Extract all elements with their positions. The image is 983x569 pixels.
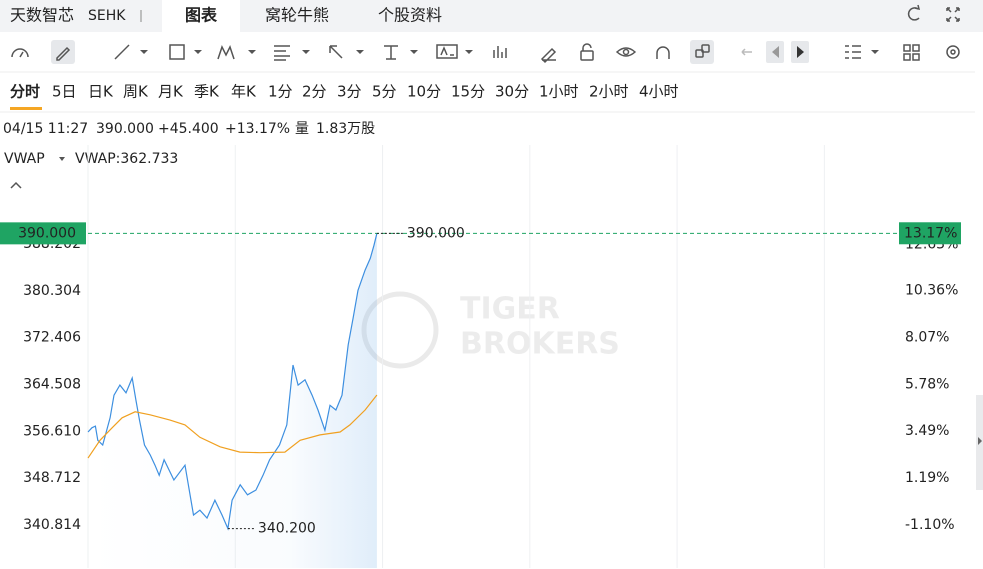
y2-tick-label: -1.10% xyxy=(905,517,955,533)
quote-line: 04/15 11:27 390.000 +45.400 +13.17% 量 1.… xyxy=(3,121,375,137)
indicator-value: VWAP:362.733 xyxy=(75,151,178,167)
y-tick-label: 372.406 xyxy=(23,330,81,346)
tool-link[interactable] xyxy=(695,44,710,58)
period-bar: 分时 5日 日K 周K 月K 季K 年K 1分 2分 3分 5分 10分 15分 30分 1小时 2小时 4小时 xyxy=(10,83,679,110)
y2-tick-label: 5.78% xyxy=(905,376,949,392)
y-tick-label: 340.814 xyxy=(23,517,81,533)
y2-tick-label: 1.19% xyxy=(905,470,949,486)
watermark-text: BROKERS xyxy=(460,327,620,362)
tool-eraser[interactable] xyxy=(540,47,557,64)
y-tick-label: 364.508 xyxy=(23,376,81,392)
period-option[interactable]: 日K xyxy=(88,83,114,101)
toolbar xyxy=(11,40,960,64)
market: SEHK xyxy=(88,8,126,24)
period-option[interactable]: 2分 xyxy=(302,83,327,101)
tool-grid[interactable] xyxy=(903,44,920,61)
annotation: 390.000 xyxy=(407,225,465,241)
y2-tick-label: 10.36% xyxy=(905,283,958,299)
volume-label: 量 xyxy=(295,121,309,137)
period-option[interactable]: 1小时 xyxy=(539,83,579,101)
watermark: TIGER BROKERS xyxy=(361,291,620,369)
quote-price: 390.000 xyxy=(96,121,154,137)
tool-gauge[interactable] xyxy=(11,48,29,58)
watermark-text: TIGER xyxy=(460,292,560,327)
indicator-name: VWAP xyxy=(4,151,45,167)
tool-magnet[interactable] xyxy=(656,46,670,59)
tool-bars[interactable] xyxy=(493,46,507,58)
pct-tag-bg xyxy=(899,222,961,245)
quote-time: 04/15 11:27 xyxy=(3,121,88,137)
tool-eye[interactable] xyxy=(615,47,637,57)
price-tag: 390.000 xyxy=(18,225,76,241)
active-tab-bg xyxy=(162,0,240,32)
period-underline xyxy=(10,107,42,110)
price-line xyxy=(87,233,378,531)
quote-change: +45.400 xyxy=(158,121,219,137)
refresh-icon[interactable] xyxy=(907,4,921,21)
tool-back[interactable] xyxy=(741,48,752,56)
scroll-arrow[interactable] xyxy=(978,437,982,445)
y2-tick-label: 8.07% xyxy=(905,329,949,345)
period-option[interactable]: 4小时 xyxy=(639,83,679,101)
tab[interactable]: 窝轮牛熊 xyxy=(265,6,329,25)
collapse-icon[interactable] xyxy=(10,181,22,189)
period-option[interactable]: 月K xyxy=(158,83,184,101)
pct-tag: 13.17% xyxy=(904,225,957,241)
period-option[interactable]: 分时 xyxy=(10,83,40,101)
tool-layout[interactable] xyxy=(845,45,879,59)
tool-fib[interactable] xyxy=(274,45,310,61)
tool-line[interactable] xyxy=(114,44,148,60)
y-tick-label: 380.304 xyxy=(23,283,81,299)
quote-change-pct: +13.17% xyxy=(225,121,290,137)
y2-tick-label: 3.49% xyxy=(905,423,949,439)
price-area xyxy=(88,233,377,569)
period-option[interactable]: 30分 xyxy=(495,83,529,101)
tool-rect[interactable] xyxy=(169,44,202,60)
vwap-line xyxy=(87,394,378,459)
period-option[interactable]: 5分 xyxy=(372,83,397,101)
tool-lock[interactable] xyxy=(580,43,594,61)
expand-icon[interactable] xyxy=(946,7,960,22)
stock-name: 天数智芯 xyxy=(10,6,74,25)
tool-next[interactable] xyxy=(797,46,804,58)
annotation: 340.200 xyxy=(258,521,316,537)
chart: 388.202380.304372.406364.508356.610348.7… xyxy=(0,145,961,569)
tool-text[interactable] xyxy=(384,45,418,60)
period-option[interactable]: 10分 xyxy=(407,83,441,101)
volume: 1.83万股 xyxy=(316,121,375,137)
tool-arrow[interactable] xyxy=(329,45,364,59)
price-tag-bg xyxy=(0,222,86,245)
indicator-menu[interactable] xyxy=(59,157,65,161)
period-option[interactable]: 3分 xyxy=(337,83,362,101)
period-option[interactable]: 5日 xyxy=(52,83,77,101)
period-option[interactable]: 年K xyxy=(231,83,257,101)
tool-prev[interactable] xyxy=(772,46,779,58)
period-option[interactable]: 周K xyxy=(123,83,149,101)
period-option[interactable]: 1分 xyxy=(268,83,293,101)
tab[interactable]: 个股资料 xyxy=(378,6,442,25)
tool-pattern[interactable] xyxy=(217,45,256,60)
tool-settings[interactable] xyxy=(946,45,960,59)
period-option[interactable]: 季K xyxy=(194,83,220,101)
period-option[interactable]: 2小时 xyxy=(589,83,629,101)
header-bar xyxy=(0,0,983,32)
y-tick-label: 348.712 xyxy=(23,470,81,486)
tab[interactable]: 图表 xyxy=(185,6,218,25)
tool-note[interactable] xyxy=(436,44,473,59)
tool-pen[interactable] xyxy=(56,46,71,61)
period-option[interactable]: 15分 xyxy=(451,83,485,101)
y-tick-label: 356.610 xyxy=(23,423,81,439)
